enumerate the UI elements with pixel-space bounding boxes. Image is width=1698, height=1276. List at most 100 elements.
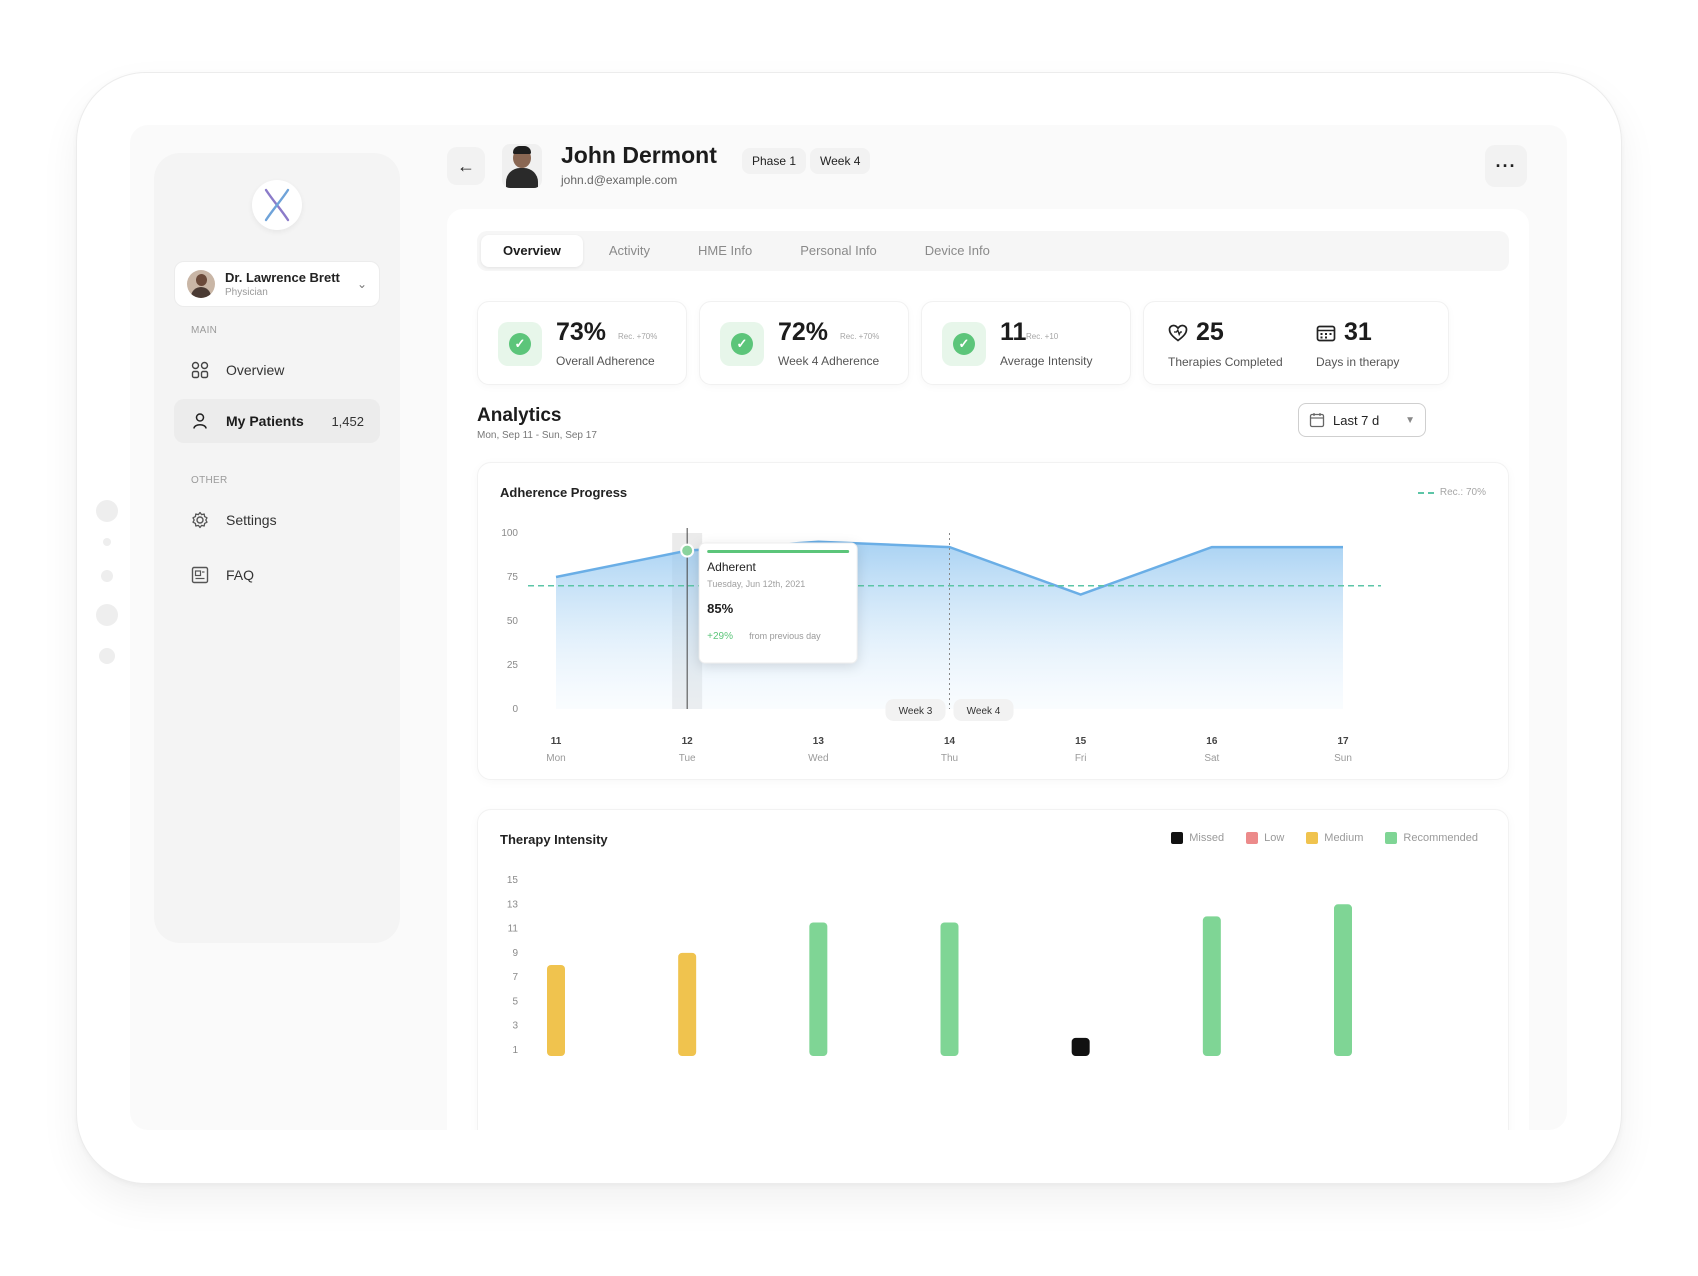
legend-swatch [1306,832,1319,844]
week-label: Week 3 [899,706,933,717]
stat-label: Overall Adherence [556,354,655,368]
legend-label: Recommended [1403,832,1478,844]
x-tick-sublabel: Thu [941,753,958,764]
intensity-bar [1202,916,1221,1056]
x-tick-label: 16 [1206,736,1218,747]
check-icon: ✓ [498,322,542,366]
x-tick-sublabel: Wed [808,753,828,764]
gear-icon [190,510,210,530]
therapy-intensity-card: Therapy Intensity Missed Low Medium Recomme… [477,809,1509,1130]
y-tick-label: 75 [507,572,519,583]
tooltip-date: Tuesday, Jun 12th, 2021 [707,579,805,589]
intensity-bar [1334,904,1352,1056]
tab-activity[interactable]: Activity [608,243,650,258]
tab-hme-info[interactable]: HME Info [698,243,753,258]
legend-label: Missed [1189,832,1225,844]
arrow-left-icon: ← [457,155,475,176]
legend-swatch [1246,832,1259,844]
back-button[interactable]: ← [447,147,485,185]
week-label: Week 4 [967,706,1001,717]
calendar-icon [1316,325,1336,341]
legend-label: Low [1264,832,1285,844]
tab-personal-info[interactable]: Personal Info [800,243,877,258]
x-tick-sublabel: Sun [1334,753,1352,764]
intensity-legend: Missed Low Medium Recommended [1149,832,1478,844]
app-logo[interactable] [252,180,302,230]
stat-rec: Rec. +10 [1026,332,1059,341]
stat-label: Week 4 Adherence [778,354,880,368]
stat-label: Average Intensity [1000,354,1093,368]
more-horizontal-icon: ··· [1495,155,1517,176]
y-tick-label: 7 [512,972,518,983]
tab-overview[interactable]: Overview [481,235,583,267]
patient-email: john.d@example.com [561,173,678,187]
dashed-line-swatch [1417,491,1434,494]
legend-label: Rec.: 70% [1439,487,1486,498]
intensity-bar [940,922,959,1056]
x-tick-sublabel: Mon [546,753,565,764]
faq-icon [190,565,210,585]
adherence-progress-card: Adherence Progress Rec.: 70% 0 25 50 75 100 W… [477,462,1509,780]
sidebar-item-overview[interactable]: Overview [174,348,380,392]
stat-days-in-therapy: 31 Days in therapy [1316,318,1399,369]
dropdown-caret-icon: ▼ [1405,414,1415,426]
week-label-chip [885,699,946,721]
stat-therapies-completed: 25 Therapies Completed [1168,318,1283,369]
sidebar-item-label: Settings [226,512,277,528]
patients-count-badge: 1,452 [331,413,364,429]
logo-x-icon [264,188,290,222]
chart-title: Therapy Intensity [500,832,608,847]
y-tick-label: 11 [508,924,519,935]
analytics-date-range: Mon, Sep 11 - Sun, Sep 17 [477,430,597,441]
x-tick-sublabel: Tue [679,753,696,764]
intensity-bar [809,922,828,1056]
user-icon [190,411,210,431]
date-range-select[interactable]: Last 7 d ▼ [1298,403,1426,437]
y-tick-label: 100 [501,528,518,539]
y-tick-label: 50 [507,616,519,627]
x-tick-sublabel: Fri [1075,753,1087,764]
tooltip-delta: +29% [707,631,733,642]
legend-item-low: Low [1246,832,1284,844]
legend-swatch [1171,832,1184,844]
y-tick-label: 1 [512,1045,518,1056]
x-tick-label: 12 [682,736,694,747]
sidebar-item-faq[interactable]: FAQ [174,553,380,597]
intensity-bar [678,952,697,1056]
stat-label: Therapies Completed [1168,355,1283,369]
y-tick-label: 0 [512,704,518,715]
intensity-bar [1071,1037,1090,1056]
x-tick-label: 11 [551,736,562,747]
grid-icon [190,360,210,380]
week-badge: Week 4 [810,148,871,174]
legend-item-missed: Missed [1171,832,1224,844]
x-tick-label: 17 [1337,736,1349,747]
user-role: Physician [225,287,268,298]
user-avatar [187,270,215,298]
legend-label: Medium [1324,832,1364,844]
stat-value: 25 [1196,318,1224,346]
legend-item-medium: Medium [1306,832,1363,844]
heart-icon [1168,324,1188,342]
patient-tabs: Overview Activity HME Info Personal Info… [477,231,1509,271]
y-tick-label: 5 [512,996,518,1007]
stat-therapies-days: 25 Therapies Completed 31 Days in therap… [1143,301,1449,385]
stat-value: 72% [778,318,829,346]
sidebar-item-label: My Patients [226,413,304,429]
stat-overall-adherence: ✓ 73% Rec. +70% Overall Adherence [477,301,687,385]
stat-value: 31 [1344,318,1372,346]
x-tick-label: 14 [944,736,956,747]
tooltip-box [698,542,858,664]
stat-rec: Rec. +70% [618,332,658,341]
tab-device-info[interactable]: Device Info [924,243,990,258]
section-other-label: OTHER [191,475,228,486]
phase-badge: Phase 1 [742,148,807,174]
sidebar-item-settings[interactable]: Settings [174,498,380,542]
x-tick-label: 15 [1075,736,1087,747]
sidebar-item-my-patients[interactable]: My Patients 1,452 [174,399,380,443]
more-options-button[interactable]: ··· [1485,145,1527,187]
app-screen: Dr. Lawrence Brett Physician ⌄ MAIN Over… [130,125,1567,1130]
user-switcher[interactable]: Dr. Lawrence Brett Physician ⌄ [174,261,380,307]
stat-label: Days in therapy [1316,355,1400,369]
